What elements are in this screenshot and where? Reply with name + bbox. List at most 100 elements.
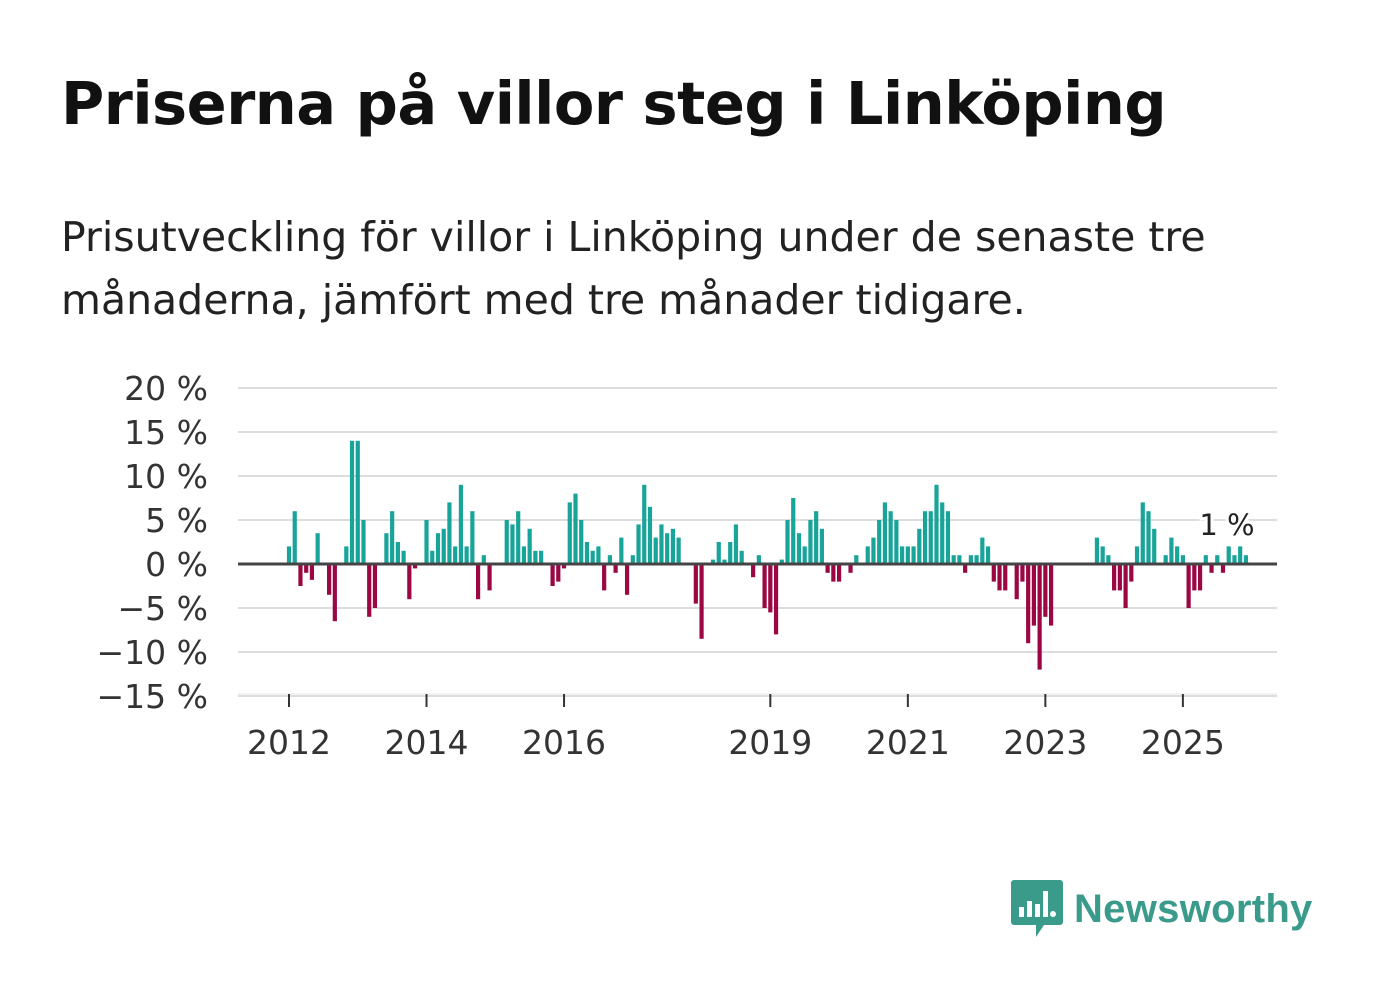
brand-name: Newsworthy [1074,886,1313,931]
bar [441,528,446,564]
bar [344,546,349,564]
bar [911,546,916,564]
bar [831,564,836,582]
bar [905,546,910,564]
bar [407,564,412,600]
bar [1003,564,1008,591]
bar [1014,564,1019,600]
bar [424,520,429,564]
bar [922,511,928,564]
bar [722,559,727,564]
bar [1134,546,1140,564]
bar [504,520,509,564]
bar [1215,555,1220,564]
bar [395,542,400,564]
bar [1117,564,1122,591]
chart-subtitle: Prisutveckling för villor i Linköping un… [61,213,1206,324]
bar [968,555,973,564]
bar [1197,564,1203,591]
bar [1169,537,1174,564]
bar [814,511,819,564]
bar [945,511,951,564]
x-tick-label: 2016 [522,723,606,762]
x-tick-label: 2014 [385,723,469,762]
y-axis-tick-labels: 20 % 15 % 10 % 5 % 0 % −5 % −10 % −15 % [97,369,209,716]
bar [527,528,532,564]
y-tick-label: −5 % [118,589,209,628]
bar [1152,528,1157,564]
bar [676,537,681,564]
bar [447,502,452,564]
bar [596,546,601,564]
y-tick-label: 0 % [145,545,208,584]
bar [584,542,590,564]
bar [1112,564,1117,591]
bar [561,564,567,569]
bar [865,546,870,564]
bar [871,537,876,564]
bar [619,537,624,564]
bar [877,520,882,564]
bar [693,564,698,604]
bar [848,564,853,573]
bar [332,564,337,622]
bar [836,564,842,582]
bar [854,555,859,564]
bar [888,511,893,564]
bar [602,564,607,591]
bar [768,564,773,613]
bar [647,506,653,564]
bar [636,524,641,564]
bar [430,550,435,564]
bar [1163,555,1168,564]
bar [1048,564,1054,626]
bar [384,533,389,564]
bar [733,524,739,564]
y-tick-label: 15 % [124,413,208,452]
bar [624,564,630,595]
bar [773,564,779,635]
bar [372,564,378,608]
newsworthy-logo[interactable]: Newsworthy [1010,878,1313,940]
bar [475,564,481,600]
bar [630,555,635,564]
bar [1209,564,1214,573]
bar [1031,564,1036,626]
bar [1100,546,1105,564]
bar [309,564,315,580]
bar [516,511,521,564]
bar [751,564,756,578]
bar [917,528,922,564]
bar [882,502,888,564]
bar [963,564,968,573]
bar [521,546,527,564]
bar [825,564,830,573]
bar [1106,555,1111,564]
bar [1037,564,1042,670]
bar [1243,555,1249,564]
y-tick-label: −15 % [97,677,209,716]
bar [510,524,515,564]
bar [716,542,721,564]
chart-title: Priserna på villor steg i Linköping [61,69,1167,138]
bar [304,564,309,573]
y-tick-label: 20 % [124,369,208,408]
bar [401,550,406,564]
bar [1026,564,1031,644]
bar [533,550,538,564]
x-tick-label: 2019 [728,723,812,762]
bar [980,537,985,564]
bar [1020,564,1025,582]
bar [739,550,744,564]
bar [1220,564,1226,573]
x-axis: 2012 2014 2016 2019 2021 2023 2025 [238,693,1277,762]
bar [567,502,572,564]
bar [1043,564,1048,617]
bar [756,555,761,564]
bar [796,533,802,564]
x-tick-label: 2025 [1141,723,1225,762]
bar [367,564,372,617]
bar [728,542,733,564]
bar [349,440,355,564]
bar [997,564,1002,591]
